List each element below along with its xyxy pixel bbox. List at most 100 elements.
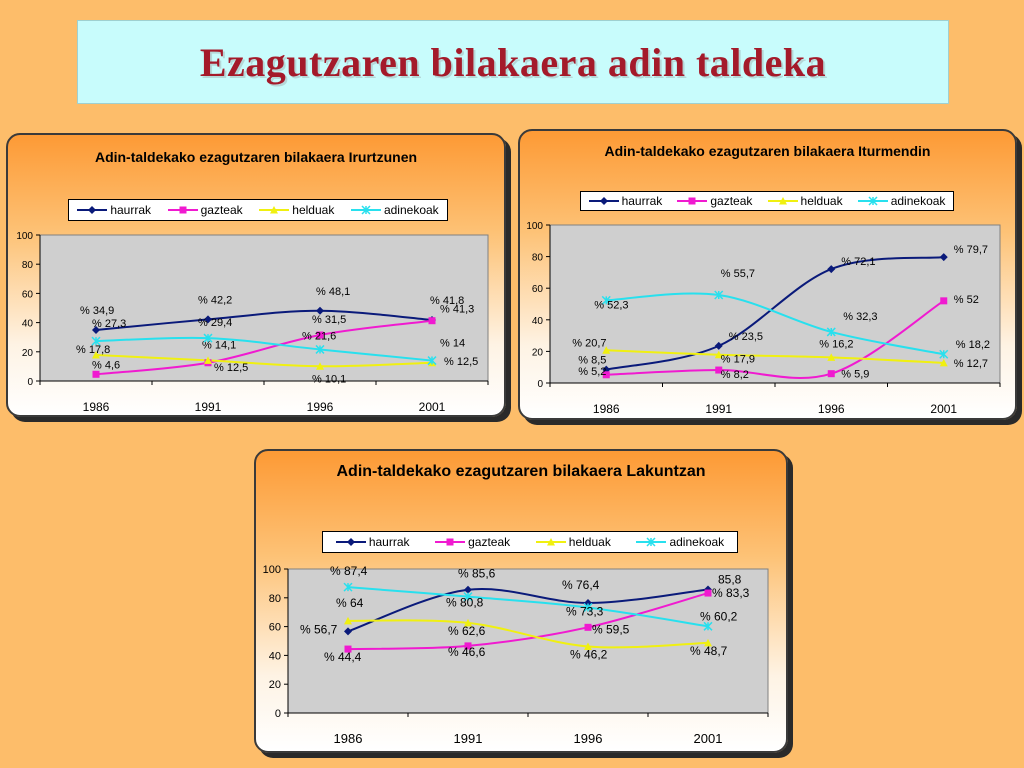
data-label-gazteak: % 46,6 [448,645,486,659]
x-tick-label: 1996 [307,400,334,414]
data-label-adinekoak: % 60,2 [700,609,738,623]
legend-marker [599,197,608,205]
data-label-gazteak: % 31,5 [312,314,346,326]
data-label-haurrak: % 56,7 [300,622,338,636]
y-tick-label: 100 [526,221,543,232]
legend-marker [270,206,279,214]
data-label-adinekoak: % 18,2 [956,339,990,351]
data-label-helduak: % 46,2 [570,647,608,661]
data-label-haurrak: % 72,1 [841,256,875,268]
data-label-adinekoak: % 27,3 [92,318,126,330]
chart-svg: 0 20 40 60 80 100 1986 1991 1996 2001 % 8,5 % 23,5%… [526,221,1001,416]
chart-panel-irurtzun: Adin-taldekako ezagutzaren bilakaera Iru… [6,133,506,417]
legend-label: helduak [800,194,843,208]
legend-label: gazteak [200,203,243,217]
y-tick-label: 20 [269,679,281,691]
legend-label: helduak [292,203,335,217]
x-tick-label: 2001 [694,731,723,746]
data-point-adinekoak [343,582,353,592]
chart-legend: haurrak gazteak helduak adinekoak [580,191,954,211]
data-label-haurrak: % 8,5 [578,355,606,367]
data-label-gazteak: % 83,3 [712,586,750,600]
data-point-haurrak [204,315,212,324]
legend-swatch [857,196,888,206]
data-label-haurrak: % 41,8 [430,295,464,307]
data-label-adinekoak: % 52,3 [594,299,628,311]
chart-panel-lakuntza: Adin-taldekako ezagutzaren bilakaera Lak… [254,449,788,753]
data-point-gazteak [704,589,712,597]
data-point-adinekoak [315,344,325,354]
y-tick-label: 40 [532,316,544,327]
data-label-gazteak: % 44,4 [324,650,362,664]
page-title: Ezagutzaren bilakaera adin taldeka [199,39,827,85]
series-line-adinekoak [606,292,944,356]
data-label-adinekoak: % 29,4 [198,317,232,329]
x-tick-label: 1986 [334,731,363,746]
legend-swatch [335,538,366,546]
legend-marker [688,197,696,205]
data-point-helduak [714,350,723,359]
data-point-gazteak [344,645,352,653]
data-label-haurrak: % 42,2 [198,294,232,306]
data-point-gazteak [940,297,948,305]
data-label-gazteak: % 59,5 [592,622,630,636]
legend-swatch [636,537,667,547]
series-line-gazteak [347,592,709,651]
y-tick-label: 40 [22,319,34,330]
data-label-adinekoak: % 14 [440,338,465,350]
legend-label: haurrak [621,194,663,208]
legend-item-helduak: helduak [259,203,334,217]
y-tick-label: 80 [269,593,281,605]
data-point-adinekoak [463,592,473,602]
data-label-helduak: % 20,7 [572,337,606,349]
legend-label: adinekoak [669,535,725,549]
legend-swatch [77,206,108,214]
data-point-helduak [316,362,324,370]
x-tick-label: 1991 [705,402,732,416]
data-label-haurrak: % 23,5 [729,331,763,343]
data-point-adinekoak [714,290,724,300]
data-point-haurrak [344,627,352,636]
title-box: Ezagutzaren bilakaera adin taldeka [77,20,949,104]
y-tick-label: 100 [263,564,281,576]
data-label-helduak: % 16,2 [819,338,853,350]
legend-marker [179,206,187,214]
legend-item-helduak: helduak [535,535,611,549]
data-label-helduak: % 12,7 [954,358,988,370]
legend-item-adinekoak: adinekoak [857,194,945,208]
legend-swatch [435,538,466,546]
legend-item-gazteak: gazteak [167,203,243,217]
legend-item-gazteak: gazteak [435,535,510,549]
data-point-helduak [204,356,212,364]
data-point-helduak [92,351,100,359]
legend-marker [546,538,555,546]
data-label-helduak: % 62,6 [448,624,486,638]
x-tick-label: 1991 [454,731,483,746]
data-label-gazteak: % 5,9 [841,369,869,381]
data-point-helduak [344,616,352,625]
chart-title: Adin-taldekako ezagutzaren bilakaera Lak… [336,463,706,480]
data-label-haurrak: 85,8 [718,572,742,586]
series-line-adinekoak [347,586,709,628]
series-line-gazteak [95,319,433,376]
y-tick-label: 20 [532,347,544,358]
legend-label: haurrak [110,203,151,217]
x-tick-label: 2001 [930,402,957,416]
series-line-haurrak [95,309,433,332]
data-label-helduak: % 14,1 [202,339,236,351]
data-label-gazteak: % 41,3 [440,304,474,316]
legend-item-helduak: helduak [767,194,843,208]
data-point-haurrak [464,585,472,594]
data-label-helduak: % 17,9 [721,354,755,366]
data-label-helduak: % 12,5 [444,356,478,368]
x-tick-label: 1991 [195,400,222,414]
data-label-gazteak: % 8,2 [721,369,749,381]
data-label-adinekoak: % 21,6 [302,330,336,342]
data-point-haurrak [714,341,723,350]
series-line-haurrak [606,256,944,371]
data-point-gazteak [92,370,100,378]
data-point-gazteak [428,317,436,325]
data-point-adinekoak [203,333,213,343]
legend-swatch [588,197,619,205]
chart-legend: haurrak gazteak helduak adinekoak [322,531,738,553]
